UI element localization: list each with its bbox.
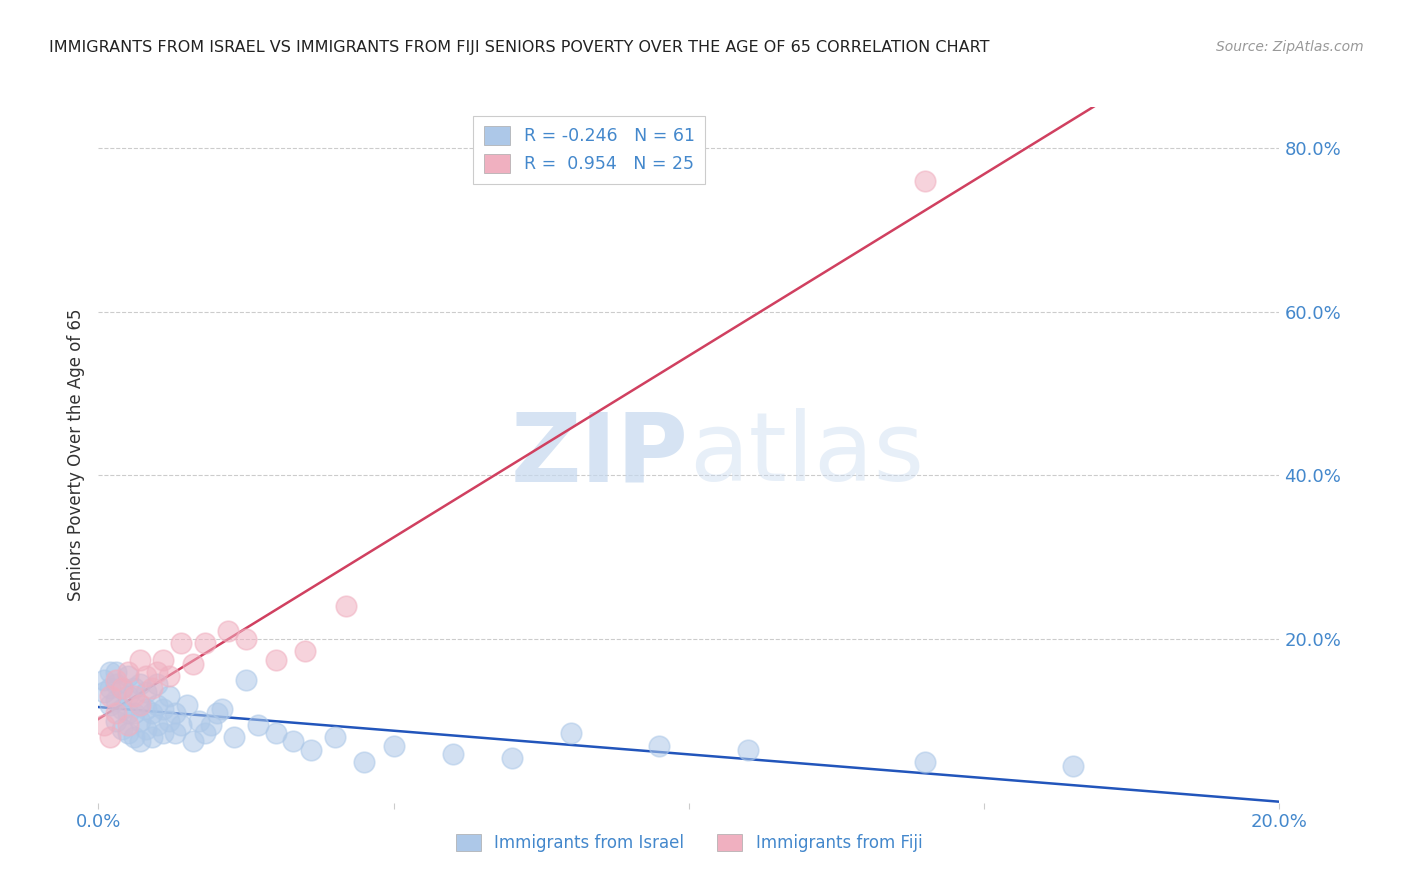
- Point: [117, 706, 139, 720]
- Point: [135, 685, 157, 699]
- Point: [181, 657, 204, 671]
- Point: [128, 698, 150, 712]
- Point: [501, 751, 523, 765]
- Point: [294, 644, 316, 658]
- Point: [128, 734, 150, 748]
- Point: [135, 669, 157, 683]
- Point: [194, 726, 217, 740]
- Point: [170, 636, 193, 650]
- Point: [105, 677, 128, 691]
- Point: [246, 718, 269, 732]
- Point: [205, 706, 228, 720]
- Point: [111, 681, 134, 696]
- Point: [105, 693, 128, 707]
- Point: [117, 726, 139, 740]
- Point: [128, 677, 150, 691]
- Point: [264, 726, 287, 740]
- Point: [353, 755, 375, 769]
- Point: [122, 706, 145, 720]
- Point: [560, 726, 582, 740]
- Point: [157, 690, 180, 704]
- Point: [165, 706, 187, 720]
- Point: [165, 726, 187, 740]
- Point: [122, 731, 145, 745]
- Point: [117, 665, 139, 679]
- Point: [146, 665, 169, 679]
- Point: [170, 718, 193, 732]
- Point: [264, 652, 287, 666]
- Point: [146, 718, 169, 732]
- Point: [111, 701, 134, 715]
- Point: [323, 731, 346, 745]
- Point: [441, 747, 464, 761]
- Point: [157, 669, 180, 683]
- Legend: Immigrants from Israel, Immigrants from Fiji: Immigrants from Israel, Immigrants from …: [444, 822, 934, 864]
- Point: [200, 718, 222, 732]
- Point: [152, 726, 174, 740]
- Text: IMMIGRANTS FROM ISRAEL VS IMMIGRANTS FROM FIJI SENIORS POVERTY OVER THE AGE OF 6: IMMIGRANTS FROM ISRAEL VS IMMIGRANTS FRO…: [49, 40, 990, 55]
- Point: [98, 681, 121, 696]
- Point: [235, 632, 257, 646]
- Text: ZIP: ZIP: [510, 409, 689, 501]
- Point: [128, 714, 150, 728]
- Point: [299, 742, 322, 756]
- Point: [217, 624, 239, 638]
- Point: [105, 714, 128, 728]
- Point: [93, 685, 115, 699]
- Point: [382, 739, 405, 753]
- Point: [224, 731, 246, 745]
- Point: [128, 698, 150, 712]
- Point: [211, 701, 233, 715]
- Point: [914, 755, 936, 769]
- Point: [152, 652, 174, 666]
- Point: [93, 718, 115, 732]
- Point: [93, 673, 115, 687]
- Point: [98, 731, 121, 745]
- Point: [105, 665, 128, 679]
- Point: [141, 731, 163, 745]
- Text: Source: ZipAtlas.com: Source: ZipAtlas.com: [1216, 40, 1364, 54]
- Point: [135, 722, 157, 736]
- Point: [1062, 759, 1084, 773]
- Point: [146, 698, 169, 712]
- Point: [117, 690, 139, 704]
- Point: [141, 706, 163, 720]
- Point: [141, 681, 163, 696]
- Point: [648, 739, 671, 753]
- Point: [737, 742, 759, 756]
- Point: [117, 669, 139, 683]
- Point: [187, 714, 209, 728]
- Point: [181, 734, 204, 748]
- Point: [152, 701, 174, 715]
- Point: [98, 665, 121, 679]
- Point: [135, 701, 157, 715]
- Y-axis label: Seniors Poverty Over the Age of 65: Seniors Poverty Over the Age of 65: [66, 309, 84, 601]
- Point: [157, 714, 180, 728]
- Text: atlas: atlas: [689, 409, 924, 501]
- Point: [98, 698, 121, 712]
- Point: [235, 673, 257, 687]
- Point: [146, 677, 169, 691]
- Point: [98, 690, 121, 704]
- Point: [122, 690, 145, 704]
- Point: [176, 698, 198, 712]
- Point: [335, 599, 357, 614]
- Point: [105, 673, 128, 687]
- Point: [111, 681, 134, 696]
- Point: [122, 681, 145, 696]
- Point: [194, 636, 217, 650]
- Point: [128, 652, 150, 666]
- Point: [111, 722, 134, 736]
- Point: [914, 174, 936, 188]
- Point: [283, 734, 305, 748]
- Point: [117, 718, 139, 732]
- Point: [105, 706, 128, 720]
